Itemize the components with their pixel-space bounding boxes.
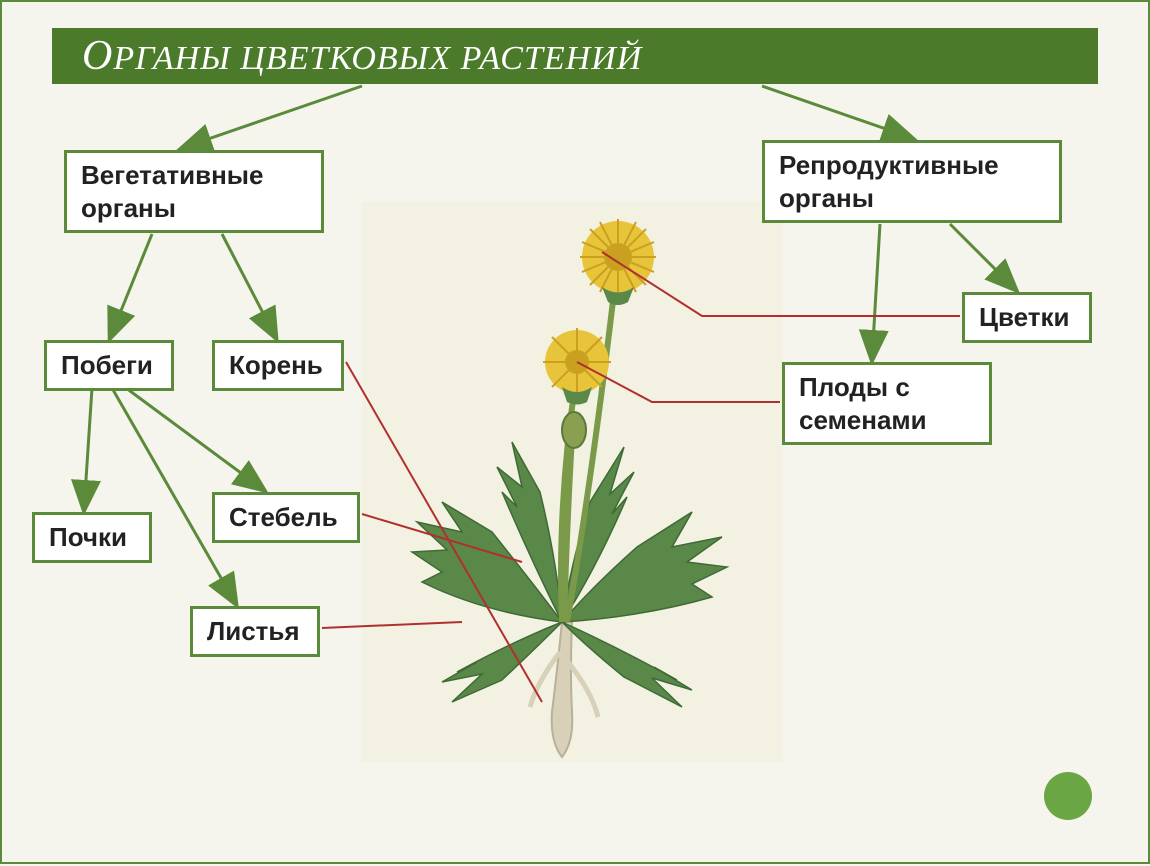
- box-leaves: Листья: [190, 606, 320, 657]
- plant-svg: [362, 202, 782, 762]
- plant-root: [552, 622, 573, 757]
- plant-flower-2: [580, 219, 656, 305]
- box-shoots: Побеги: [44, 340, 174, 391]
- box-vegetative: Вегетативные органы: [64, 150, 324, 233]
- title-rest: РГАНЫ ЦВЕТКОВЫХ РАСТЕНИЙ: [113, 40, 642, 77]
- box-reproductive: Репродуктивные органы: [762, 140, 1062, 223]
- box-root: Корень: [212, 340, 344, 391]
- title-cap: О: [82, 33, 113, 79]
- box-flowers: Цветки: [962, 292, 1092, 343]
- plant-illustration: [362, 202, 782, 762]
- box-buds: Почки: [32, 512, 152, 563]
- accent-dot: [1044, 772, 1092, 820]
- box-stem: Стебель: [212, 492, 360, 543]
- box-fruits: Плоды с семенами: [782, 362, 992, 445]
- title-bar: ОРГАНЫ ЦВЕТКОВЫХ РАСТЕНИЙ: [52, 28, 1098, 84]
- page-title: ОРГАНЫ ЦВЕТКОВЫХ РАСТЕНИЙ: [82, 32, 642, 80]
- plant-bud: [562, 412, 586, 448]
